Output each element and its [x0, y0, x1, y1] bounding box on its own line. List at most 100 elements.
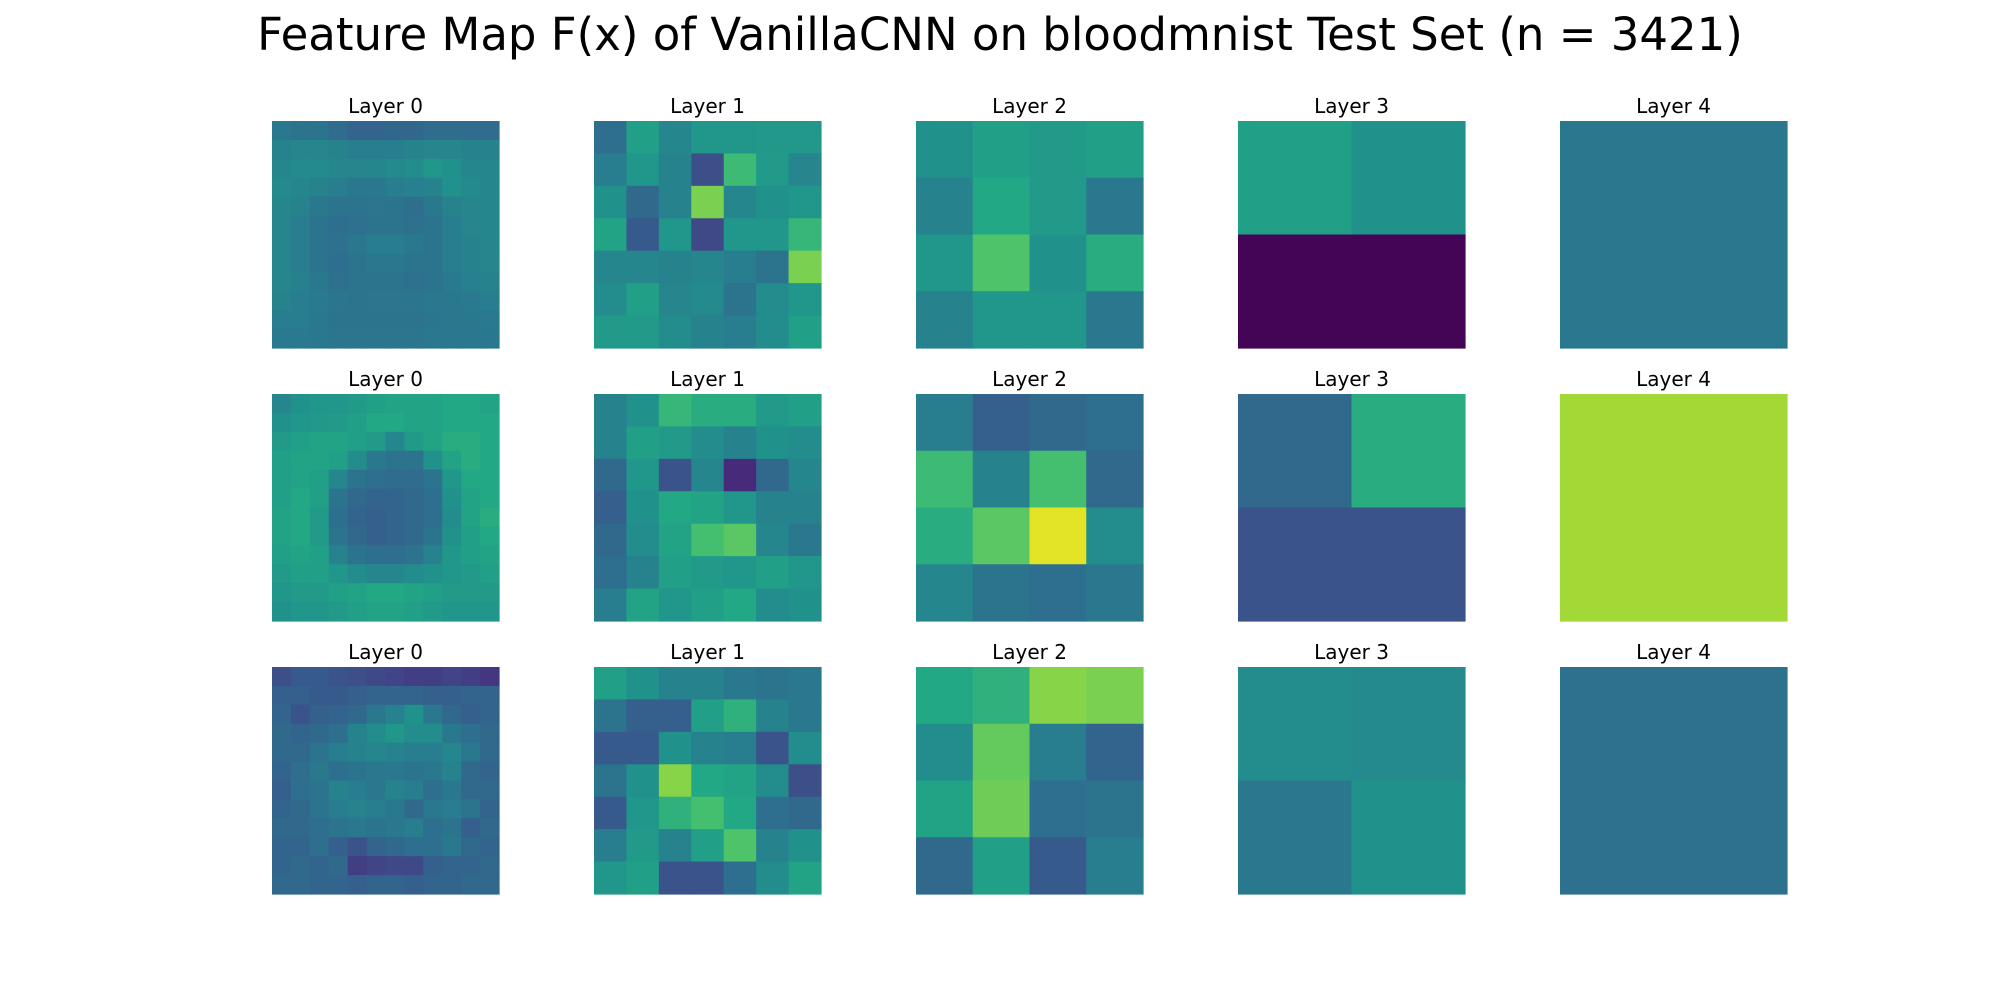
- heatmap-cell: [272, 272, 292, 292]
- heatmap-cell: [461, 799, 481, 819]
- heatmap-cell: [328, 469, 349, 490]
- heatmap-cell: [366, 526, 387, 546]
- heatmap-cell: [309, 685, 330, 706]
- heatmap-cell: [347, 158, 368, 179]
- heatmap-cell: [916, 177, 974, 236]
- heatmap-cell: [658, 394, 692, 428]
- panel-title: Layer 1: [670, 94, 745, 118]
- heatmap-cell: [423, 121, 443, 141]
- heatmap-cell: [385, 602, 406, 622]
- heatmap-cell: [309, 139, 330, 160]
- heatmap-cell: [480, 564, 500, 584]
- heatmap-cell: [366, 158, 387, 179]
- heatmap-cell: [385, 272, 406, 292]
- heatmap-cell: [290, 291, 311, 311]
- panel-row1-layer1: Layer 1: [594, 367, 822, 622]
- heatmap-cell: [272, 310, 292, 330]
- heatmap-cell: [594, 556, 628, 590]
- panel-title: Layer 2: [992, 94, 1067, 118]
- heatmap-cell: [309, 667, 330, 687]
- heatmap-cell: [480, 488, 500, 509]
- heatmap-cell: [480, 310, 500, 330]
- heatmap-cell: [594, 218, 628, 252]
- heatmap-cell: [309, 291, 330, 311]
- heatmap-cell: [366, 602, 387, 622]
- heatmap-cell: [658, 283, 692, 317]
- heatmap-cell: [626, 699, 660, 733]
- heatmap-cell: [1351, 780, 1466, 895]
- heatmap-cell: [461, 875, 481, 895]
- heatmap-cell: [404, 196, 424, 217]
- heatmap-cell: [461, 272, 481, 292]
- heatmap-cell: [1029, 837, 1087, 895]
- heatmap-cell: [404, 507, 424, 528]
- heatmap-cell: [290, 253, 311, 273]
- heatmap-cell: [594, 796, 628, 830]
- heatmap-cell: [972, 723, 1031, 782]
- heatmap-cell: [272, 856, 292, 876]
- heatmap-cell: [1560, 121, 1788, 349]
- heatmap-cell: [461, 177, 481, 198]
- heatmap-cell: [290, 799, 311, 819]
- heatmap-cell: [658, 315, 692, 349]
- heatmap-cell: [272, 469, 292, 490]
- heatmap-cell: [691, 796, 725, 830]
- heatmap-cell: [1560, 394, 1788, 622]
- heatmap-cell: [272, 234, 292, 255]
- heatmap-cell: [423, 215, 443, 236]
- heatmap-cell: [916, 564, 974, 622]
- heatmap-cell: [442, 837, 462, 857]
- heatmap-cell: [972, 667, 1031, 725]
- heatmap-cell: [385, 121, 406, 141]
- heatmap-cell: [309, 121, 330, 141]
- heatmap-cell: [423, 291, 443, 311]
- heatmap-cell: [328, 196, 349, 217]
- heatmap-cell: [385, 158, 406, 179]
- heatmap-cell: [309, 507, 330, 528]
- panel-row0-layer4: Layer 4: [1560, 94, 1788, 349]
- heatmap-cell: [658, 523, 692, 557]
- heatmap-cell: [309, 310, 330, 330]
- heatmap-cell: [788, 426, 822, 460]
- heatmap-cell: [972, 780, 1031, 838]
- heatmap-cell: [972, 177, 1031, 236]
- heatmap-cell: [290, 121, 311, 141]
- heatmap-cell: [328, 310, 349, 330]
- heatmap-cell: [1029, 723, 1087, 782]
- heatmap-cell: [442, 215, 462, 236]
- heatmap-cell: [290, 583, 311, 603]
- heatmap-cell: [272, 780, 292, 801]
- heatmap-cell: [272, 564, 292, 584]
- heatmap-cell: [658, 829, 692, 863]
- heatmap-cell: [691, 699, 725, 733]
- heatmap-cell: [328, 488, 349, 509]
- heatmap-cell: [347, 310, 368, 330]
- heatmap-cell: [626, 829, 660, 863]
- heatmap-cell: [594, 153, 628, 187]
- heatmap-cell: [404, 469, 424, 490]
- heatmap-cell: [366, 253, 387, 273]
- heatmap-cell: [290, 158, 311, 179]
- heatmap-cell: [366, 545, 387, 565]
- heatmap-cell: [788, 588, 822, 622]
- heatmap-cell: [347, 545, 368, 565]
- heatmap-cell: [723, 458, 757, 492]
- heatmap-cell: [423, 234, 443, 255]
- heatmap-cell: [347, 667, 368, 687]
- heatmap-cell: [366, 431, 387, 452]
- heatmap-cell: [404, 215, 424, 236]
- heatmap-cell: [461, 723, 481, 744]
- heatmap-cell: [404, 780, 424, 801]
- heatmap-cell: [385, 667, 406, 687]
- heatmap-cell: [423, 583, 443, 603]
- heatmap-cell: [691, 491, 725, 525]
- heatmap-cell: [272, 507, 292, 528]
- heatmap-cell: [691, 218, 725, 252]
- heatmap-cell: [423, 329, 443, 349]
- heatmap-cell: [328, 545, 349, 565]
- heatmap-cell: [290, 394, 311, 414]
- heatmap-cell: [272, 875, 292, 895]
- heatmap-cell: [309, 875, 330, 895]
- heatmap-cell: [461, 394, 481, 414]
- heatmap-cell: [480, 799, 500, 819]
